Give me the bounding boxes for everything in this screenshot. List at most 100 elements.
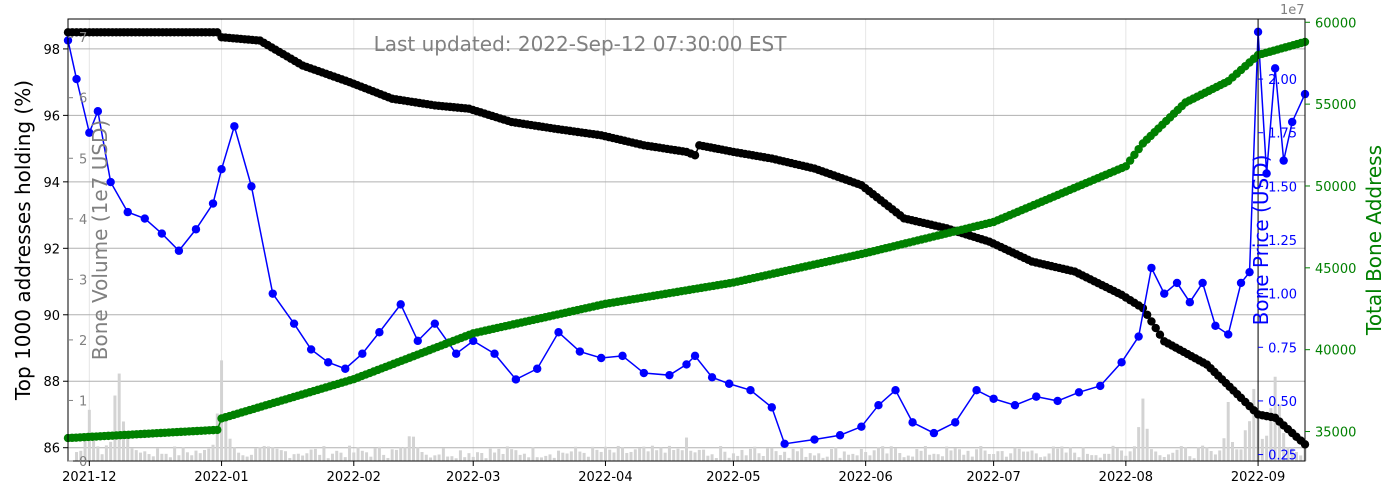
left-y-tick-label: 86	[43, 442, 60, 457]
series-point	[874, 401, 883, 410]
x-tick-label: 2022-01	[194, 470, 248, 485]
left-y-tick-label: 92	[43, 242, 60, 257]
series-point	[247, 182, 256, 191]
volume-bar	[868, 455, 872, 461]
volume-bar	[121, 421, 125, 461]
volume-bar	[949, 450, 953, 461]
volume-bar	[757, 453, 761, 461]
series-point	[268, 289, 277, 298]
series-point	[1147, 317, 1156, 326]
volume-bar	[249, 454, 253, 461]
volume-bar	[390, 449, 394, 461]
volume-bar	[1239, 449, 1243, 461]
volume-bar	[1235, 449, 1239, 461]
series-point	[1288, 117, 1297, 127]
volume-bar	[190, 455, 194, 461]
series-point	[690, 151, 700, 160]
volume-bar	[608, 449, 612, 461]
volume-bar	[838, 457, 842, 461]
volume-bar	[475, 452, 479, 461]
volume-bar	[591, 446, 595, 461]
volume-bar	[595, 449, 599, 461]
volume-bar	[923, 446, 927, 461]
volume-bar	[339, 452, 343, 461]
volume-bar	[625, 452, 629, 461]
volume-bar	[795, 451, 799, 461]
series-point	[1147, 263, 1156, 273]
series-point	[1224, 330, 1233, 339]
volume-bar	[437, 454, 441, 461]
series-point	[908, 418, 917, 427]
volume-bar	[313, 448, 317, 461]
volume-bar	[309, 449, 313, 461]
series-point	[140, 214, 149, 223]
volume-bar	[727, 457, 731, 461]
volume-bar	[241, 455, 245, 461]
volume-bar	[441, 448, 445, 461]
volume-bar	[804, 456, 808, 461]
volume-bar	[382, 454, 386, 461]
volume-bar	[429, 457, 433, 461]
volume-bar	[778, 455, 782, 461]
volume-bar	[369, 456, 373, 461]
volume-bar	[919, 450, 923, 461]
series-point	[341, 364, 350, 373]
volume-bar	[702, 449, 706, 461]
volume-bar	[633, 449, 637, 461]
volume-bar	[147, 454, 151, 461]
volume-bar	[254, 448, 258, 461]
volume-bar	[612, 452, 616, 461]
volume-bar	[1141, 398, 1145, 461]
volume-bar	[1111, 445, 1115, 461]
series-point	[724, 379, 734, 388]
volume-bar	[748, 448, 752, 461]
volume-bar	[1277, 404, 1281, 461]
series-point	[289, 319, 299, 328]
series-point	[1236, 278, 1246, 288]
volume-bar	[1290, 447, 1294, 461]
series-point	[1010, 401, 1020, 410]
volume-bar	[207, 448, 211, 461]
volume-bar	[1269, 408, 1273, 461]
volume-bar	[514, 450, 518, 461]
volume-bar	[181, 447, 185, 461]
x-tick-label: 2021-12	[62, 470, 116, 485]
volume-bar	[970, 456, 974, 461]
addresses-y-tick-label: 60000	[1315, 16, 1356, 31]
volume-bar	[740, 449, 744, 461]
volume-bar	[134, 450, 138, 461]
volume-bar	[834, 447, 838, 461]
volume-bar	[318, 454, 322, 461]
x-tick-label: 2022-04	[578, 470, 632, 485]
volume-bar	[377, 446, 381, 461]
series-point	[191, 225, 201, 234]
series-point	[575, 347, 585, 356]
volume-bar	[185, 452, 189, 461]
series-point	[1134, 332, 1143, 341]
series-point	[1211, 321, 1220, 331]
price-y-tick-label: 1.25	[1268, 234, 1297, 249]
volume-bar	[296, 453, 300, 461]
volume-bar	[75, 452, 79, 461]
volume-bar	[578, 451, 582, 461]
series-point	[511, 375, 521, 384]
series-point	[208, 199, 218, 208]
series-point	[217, 164, 226, 174]
volume-bar	[220, 360, 224, 461]
volume-bar	[518, 454, 522, 461]
volume-bar	[535, 457, 539, 461]
volume-y-tick-label: 3	[79, 273, 87, 288]
volume-bar	[753, 446, 757, 461]
volume-bar	[360, 450, 364, 461]
volume-bar	[621, 447, 625, 461]
volume-bar	[497, 448, 501, 461]
x-tick-label: 2022-09	[1231, 470, 1285, 485]
volume-bar	[842, 451, 846, 461]
volume-bar	[275, 448, 279, 461]
volume-bar	[825, 456, 829, 461]
volume-bar	[1248, 421, 1252, 461]
volume-bar	[493, 452, 497, 461]
volume-bar	[1098, 457, 1102, 461]
volume-bar	[224, 420, 228, 461]
volume-bar	[808, 453, 812, 461]
